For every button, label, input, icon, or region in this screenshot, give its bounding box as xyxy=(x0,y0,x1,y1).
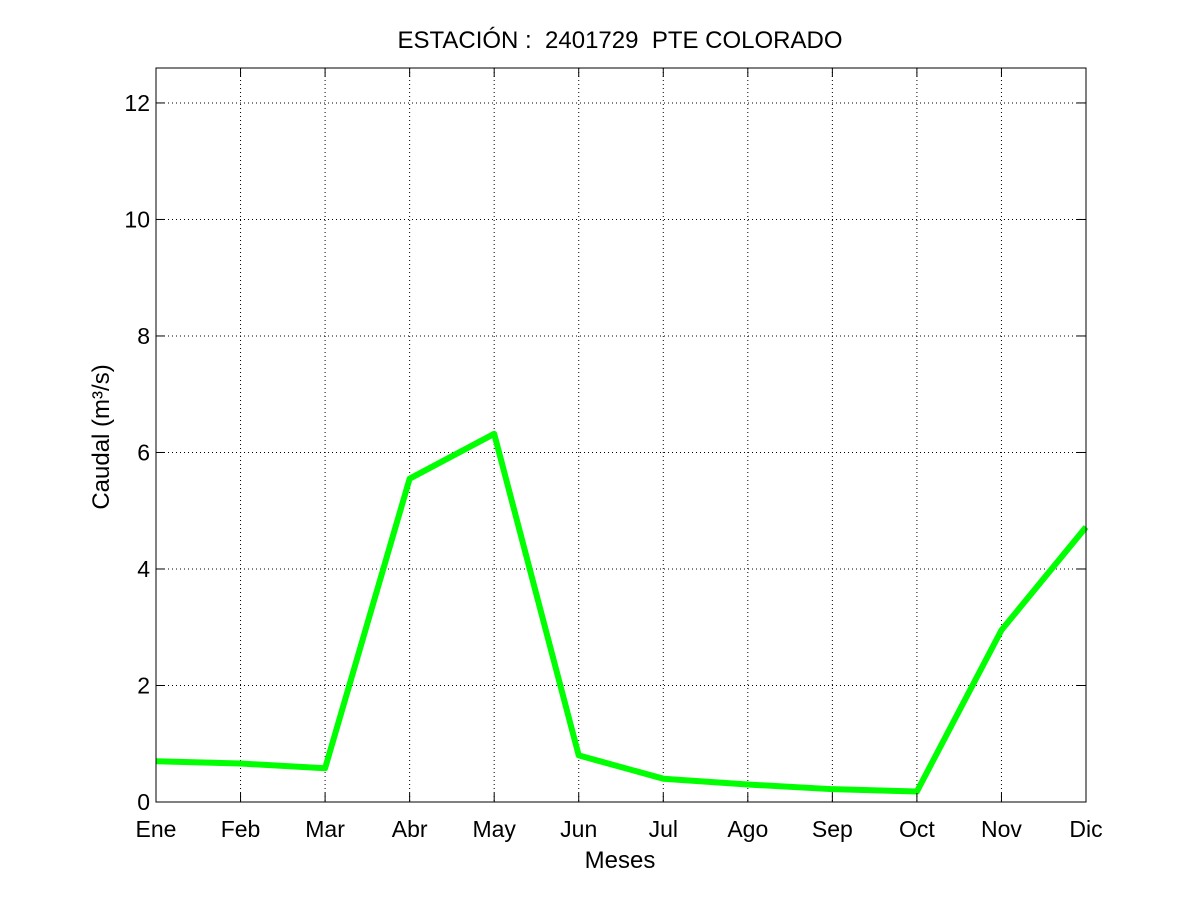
data-point xyxy=(831,788,833,790)
x-tick-label: Jul xyxy=(649,816,678,842)
tick-layer xyxy=(155,68,1087,803)
chart-title: ESTACIÓN : 2401729 PTE COLORADO xyxy=(397,27,842,54)
data-point xyxy=(747,784,749,786)
x-tick-label: Oct xyxy=(899,816,935,842)
x-axis-label: Meses xyxy=(585,847,656,874)
x-tick-label: Dic xyxy=(1069,816,1102,842)
x-tick-label: May xyxy=(472,816,516,842)
data-point xyxy=(1000,629,1002,631)
x-tick-label: Abr xyxy=(392,816,428,842)
y-tick-label: 10 xyxy=(124,206,150,232)
x-tick-label: Ago xyxy=(727,816,768,842)
x-tick-label: Mar xyxy=(305,816,345,842)
data-point xyxy=(662,778,664,780)
x-tick-label: Jun xyxy=(560,816,597,842)
data-point xyxy=(493,433,495,435)
tick-label-layer: Ene Feb Mar Abr May Jun Jul Ago Sep Oct Nov Dic 0 2 4 6… xyxy=(124,90,1102,842)
data-point xyxy=(916,791,918,793)
plot-area-frame xyxy=(155,67,1087,803)
grid-layer xyxy=(156,68,1086,802)
y-tick-label: 4 xyxy=(137,556,150,582)
y-tick-label: 8 xyxy=(137,323,150,349)
x-tick-label: Feb xyxy=(221,816,261,842)
x-tick-label: Ene xyxy=(136,816,177,842)
data-point xyxy=(409,478,411,480)
data-point xyxy=(324,767,326,769)
y-tick-label: 2 xyxy=(137,672,150,698)
series-line xyxy=(155,430,1089,795)
y-axis-label: Caudal (m³/s) xyxy=(88,364,115,509)
y-tick-label: 0 xyxy=(137,789,150,815)
x-tick-label: Sep xyxy=(812,816,853,842)
x-tick-label: Nov xyxy=(981,816,1022,842)
data-point xyxy=(578,754,580,756)
y-tick-label: 12 xyxy=(124,90,150,116)
y-tick-label: 6 xyxy=(137,439,150,465)
data-point xyxy=(240,763,242,765)
